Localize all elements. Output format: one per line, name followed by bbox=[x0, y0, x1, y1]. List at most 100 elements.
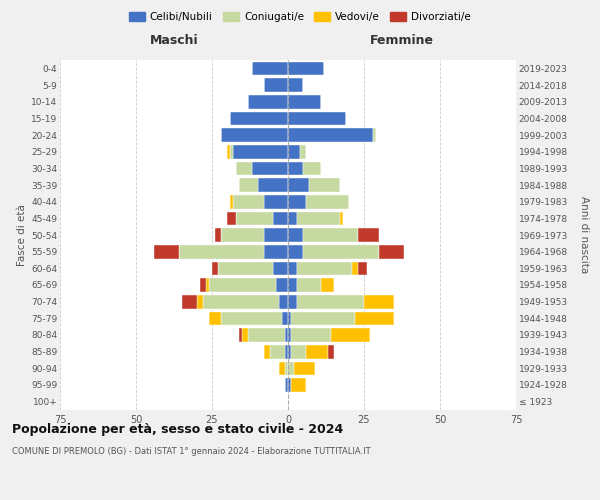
Bar bbox=[303, 162, 322, 175]
Bar bbox=[215, 228, 221, 242]
Bar bbox=[209, 312, 221, 325]
Bar bbox=[212, 262, 218, 275]
Bar bbox=[288, 278, 297, 292]
Bar bbox=[221, 228, 263, 242]
Bar bbox=[306, 345, 328, 358]
Bar bbox=[236, 212, 273, 225]
Bar bbox=[288, 228, 303, 242]
Y-axis label: Anni di nascita: Anni di nascita bbox=[579, 196, 589, 274]
Text: Maschi: Maschi bbox=[149, 34, 199, 46]
Bar bbox=[309, 178, 340, 192]
Y-axis label: Fasce di età: Fasce di età bbox=[17, 204, 27, 266]
Text: Popolazione per età, sesso e stato civile - 2024: Popolazione per età, sesso e stato civil… bbox=[12, 422, 343, 436]
Bar bbox=[297, 262, 352, 275]
Bar bbox=[270, 345, 285, 358]
Bar bbox=[230, 145, 233, 158]
Bar bbox=[257, 178, 288, 192]
Bar bbox=[300, 145, 306, 158]
Bar bbox=[248, 95, 288, 108]
Bar bbox=[306, 195, 349, 208]
Bar bbox=[379, 245, 404, 258]
Bar bbox=[236, 162, 251, 175]
Bar bbox=[230, 195, 233, 208]
Bar bbox=[230, 112, 288, 125]
Bar bbox=[331, 328, 370, 342]
Bar bbox=[373, 128, 376, 142]
Bar bbox=[273, 262, 288, 275]
Text: COMUNE DI PREMOLO (BG) - Dati ISTAT 1° gennaio 2024 - Elaborazione TUTTITALIA.IT: COMUNE DI PREMOLO (BG) - Dati ISTAT 1° g… bbox=[12, 448, 371, 456]
Bar bbox=[291, 378, 306, 392]
Bar bbox=[288, 62, 325, 75]
Bar bbox=[288, 78, 303, 92]
Bar bbox=[288, 112, 346, 125]
Bar bbox=[182, 295, 197, 308]
Bar bbox=[288, 212, 297, 225]
Bar bbox=[288, 95, 322, 108]
Bar bbox=[279, 295, 288, 308]
Bar bbox=[251, 62, 288, 75]
Bar bbox=[288, 345, 291, 358]
Bar bbox=[294, 362, 316, 375]
Bar bbox=[288, 295, 297, 308]
Bar bbox=[282, 312, 288, 325]
Bar bbox=[328, 345, 334, 358]
Bar bbox=[200, 278, 206, 292]
Bar bbox=[358, 228, 379, 242]
Bar bbox=[239, 178, 257, 192]
Bar bbox=[288, 145, 300, 158]
Bar bbox=[291, 328, 331, 342]
Bar bbox=[340, 212, 343, 225]
Bar bbox=[227, 212, 236, 225]
Bar bbox=[227, 145, 230, 158]
Bar bbox=[288, 378, 291, 392]
Bar bbox=[233, 145, 288, 158]
Bar bbox=[273, 212, 288, 225]
Bar bbox=[364, 295, 394, 308]
Bar bbox=[288, 262, 297, 275]
Legend: Celibi/Nubili, Coniugati/e, Vedovi/e, Divorziati/e: Celibi/Nubili, Coniugati/e, Vedovi/e, Di… bbox=[125, 8, 475, 26]
Bar bbox=[263, 345, 270, 358]
Bar bbox=[285, 328, 288, 342]
Bar bbox=[288, 178, 309, 192]
Bar bbox=[263, 228, 288, 242]
Bar bbox=[288, 312, 291, 325]
Bar bbox=[285, 378, 288, 392]
Bar bbox=[263, 78, 288, 92]
Bar bbox=[197, 295, 203, 308]
Bar bbox=[288, 162, 303, 175]
Bar bbox=[276, 278, 288, 292]
Bar bbox=[263, 245, 288, 258]
Bar bbox=[279, 362, 285, 375]
Bar bbox=[206, 278, 209, 292]
Bar bbox=[303, 228, 358, 242]
Bar bbox=[297, 212, 340, 225]
Bar bbox=[288, 362, 294, 375]
Bar bbox=[221, 312, 282, 325]
Bar bbox=[242, 328, 248, 342]
Bar bbox=[288, 128, 373, 142]
Bar bbox=[322, 278, 334, 292]
Bar bbox=[248, 328, 285, 342]
Bar bbox=[288, 245, 303, 258]
Bar bbox=[221, 128, 288, 142]
Text: Femmine: Femmine bbox=[370, 34, 434, 46]
Bar bbox=[297, 278, 322, 292]
Bar bbox=[355, 312, 394, 325]
Bar bbox=[263, 195, 288, 208]
Bar bbox=[297, 295, 364, 308]
Bar bbox=[352, 262, 358, 275]
Bar bbox=[203, 295, 279, 308]
Bar bbox=[291, 312, 355, 325]
Bar bbox=[303, 245, 379, 258]
Bar bbox=[154, 245, 179, 258]
Bar bbox=[291, 345, 306, 358]
Bar bbox=[285, 362, 288, 375]
Bar bbox=[251, 162, 288, 175]
Bar bbox=[358, 262, 367, 275]
Bar bbox=[288, 328, 291, 342]
Bar bbox=[233, 195, 263, 208]
Bar bbox=[285, 345, 288, 358]
Bar bbox=[218, 262, 273, 275]
Bar bbox=[179, 245, 263, 258]
Bar bbox=[209, 278, 276, 292]
